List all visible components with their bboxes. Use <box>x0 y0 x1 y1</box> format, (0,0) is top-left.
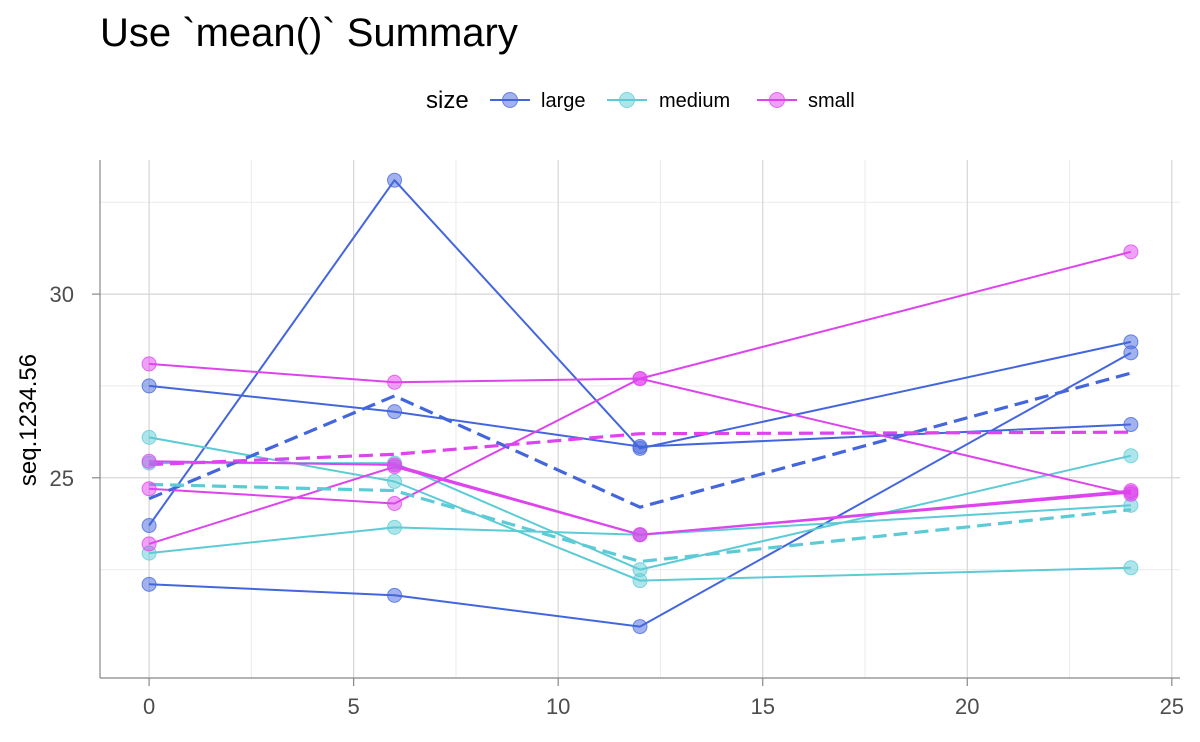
series-line-large <box>149 352 1132 628</box>
series-lines <box>148 179 1132 628</box>
x-tick-label: 20 <box>955 694 979 719</box>
series-line-small <box>149 460 1131 536</box>
legend-item-small: small <box>757 90 855 112</box>
mean-line-small <box>149 430 1131 467</box>
data-point-small <box>141 481 157 497</box>
data-point-small <box>141 356 157 372</box>
series-line-medium <box>149 454 1132 571</box>
data-point-medium <box>1123 448 1139 464</box>
data-point-small <box>141 536 157 552</box>
data-point-medium <box>1123 560 1139 576</box>
x-tick-label: 5 <box>348 694 360 719</box>
data-point-medium <box>632 562 648 578</box>
mean-line-large <box>148 371 1132 509</box>
y-tick-label: 30 <box>50 282 74 307</box>
legend-label: medium <box>659 90 730 112</box>
data-point-large <box>387 404 403 420</box>
legend-item-large: large <box>490 90 585 112</box>
data-point-small <box>632 371 648 387</box>
y-tick-label: 25 <box>50 466 74 491</box>
data-point-small <box>387 374 403 390</box>
data-point-large <box>1123 345 1139 361</box>
data-point-small <box>1123 244 1139 260</box>
data-point-large <box>141 576 157 592</box>
series-line-small <box>149 250 1132 505</box>
series-line-large <box>148 179 1132 527</box>
x-tick-label: 0 <box>143 694 155 719</box>
x-tick-label: 25 <box>1160 694 1184 719</box>
data-point-small <box>632 527 648 543</box>
mean-lines <box>148 371 1132 564</box>
legend-label: large <box>541 90 585 112</box>
data-point-large <box>1123 417 1139 433</box>
legend-label: small <box>808 90 855 112</box>
legend-key-point <box>769 92 785 108</box>
legend-item-medium: medium <box>607 90 730 112</box>
mean-line-medium <box>149 482 1132 564</box>
data-point-large <box>387 587 403 603</box>
legend-key-point <box>502 92 518 108</box>
data-point-medium <box>141 429 157 445</box>
legend-key-point <box>619 92 635 108</box>
data-point-large <box>632 440 648 456</box>
tick-labels: 0 5 10 15 20 25 25 30 <box>50 282 1185 719</box>
legend: size large medium small <box>426 87 855 114</box>
points <box>141 172 1139 635</box>
y-axis-label: seq.1234.56 <box>15 354 42 486</box>
grid-minor <box>100 160 1180 678</box>
data-point-small <box>1123 484 1139 500</box>
data-point-small <box>141 453 157 469</box>
legend-title: size <box>426 87 469 114</box>
series-line-medium <box>148 504 1131 555</box>
data-point-medium <box>387 473 403 489</box>
x-tick-label: 10 <box>546 694 570 719</box>
x-tick-label: 15 <box>750 694 774 719</box>
data-point-medium <box>387 519 403 535</box>
series-line-small <box>149 362 1132 496</box>
data-point-large <box>387 172 403 188</box>
data-point-large <box>632 619 648 635</box>
chart-title: Use `mean()` Summary <box>100 11 518 55</box>
grid-major <box>100 160 1180 678</box>
data-point-small <box>387 495 403 511</box>
data-point-large <box>141 518 157 534</box>
data-point-small <box>387 457 403 473</box>
data-point-large <box>141 378 157 394</box>
axes <box>92 160 1180 686</box>
